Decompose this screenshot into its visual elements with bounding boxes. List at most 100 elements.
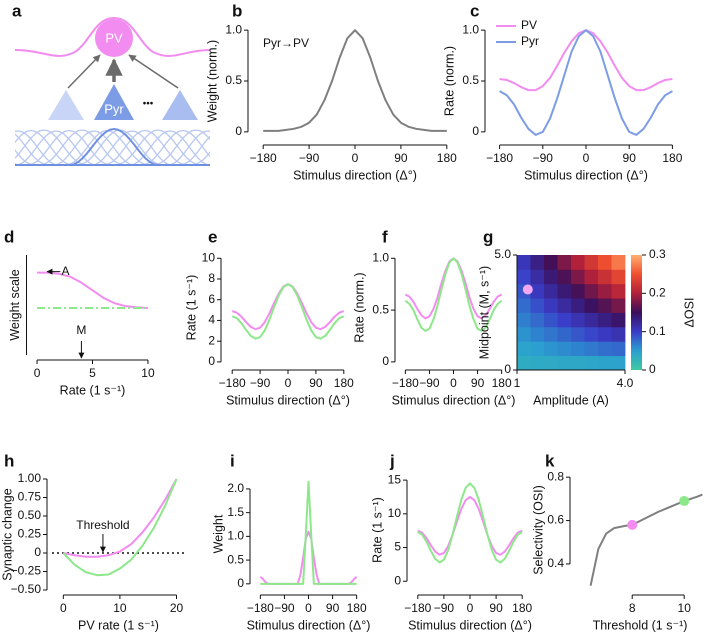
heatmap-cell (584, 298, 599, 313)
panel-letter: j (389, 451, 395, 470)
series-line (417, 495, 523, 556)
y-tick-label: 0 (208, 354, 215, 368)
y-tick-label: 1.0 (462, 22, 479, 36)
heatmap-cell (557, 326, 572, 342)
panel-letter: c (470, 1, 479, 20)
heatmap-cell (530, 255, 545, 270)
x-tick-label: 0 (60, 601, 67, 615)
heatmap-cell (517, 312, 531, 328)
y-tick-label: 1.0 (227, 529, 244, 543)
panel-letter: k (545, 451, 555, 470)
heatmap-cell (530, 283, 545, 299)
y-axis-title: Rate (norm.) (442, 46, 456, 116)
colorbar-tick-label: 0.1 (649, 324, 666, 338)
y-tick-label: 0.5 (225, 73, 242, 87)
heatmap-cell (544, 326, 558, 342)
y-tick-label: 1.5 (227, 505, 244, 519)
x-axis-title: Threshold (1 s⁻¹) (593, 618, 688, 632)
x-axis-title: Stimulus direction (Δ°) (293, 168, 417, 182)
y-tick-label: 0.50 (18, 508, 42, 522)
tuning-curve (15, 133, 47, 165)
y-tick-label: 5 (394, 540, 401, 554)
annotation: Pyr→PV (263, 36, 309, 50)
x-axis-title: Stimulus direction (Δ°) (392, 393, 516, 407)
heatmap-cell (598, 298, 612, 313)
tuning-curve (104, 129, 186, 166)
y-tick-label: 0.5 (462, 73, 479, 87)
x-tick-label: 5 (89, 366, 96, 380)
tuning-curve (117, 129, 199, 165)
y-tick-label: −0.25 (11, 564, 42, 578)
heatmap-cell (557, 255, 572, 270)
colorbar-label: ΔOSI (682, 298, 696, 328)
x-axis-title: PV rate (1 s⁻¹) (78, 618, 159, 632)
pv-cell (95, 19, 133, 57)
tuning-curve (15, 130, 59, 166)
x-tick-label: 90 (489, 601, 503, 615)
y-axis-title: Rate (norm.) (352, 272, 366, 342)
heatmap-cell (598, 255, 612, 270)
x-tick-label: −90 (533, 151, 554, 165)
y-tick-label: 0 (394, 573, 401, 587)
x-axis-title: Stimulus direction (Δ°) (226, 393, 350, 407)
x-axis-title: Amplitude (A) (533, 393, 609, 407)
y-tick-label: 1.00 (18, 471, 42, 485)
tuning-curve (167, 130, 210, 166)
heatmap-cell (584, 312, 599, 328)
heatmap-cell (571, 255, 585, 270)
panel-letter: g (483, 227, 493, 246)
x-tick-label: 1 (514, 376, 521, 390)
y-axis-title: Synaptic change (0, 488, 14, 580)
panel-a-diagram: a PV Pyr ••• (12, 1, 211, 166)
x-tick-label: −90 (274, 601, 295, 615)
tuning-curve (69, 127, 159, 166)
heatmap-cell (611, 269, 626, 285)
heatmap-cell (517, 255, 531, 270)
y-tick-label: 4 (208, 313, 215, 327)
series-line (260, 480, 357, 585)
x-tick-label: 90 (394, 151, 408, 165)
heatmap-cell (611, 255, 626, 270)
y-tick-label: −0.50 (11, 582, 42, 596)
x-tick-label: 180 (437, 151, 457, 165)
heatmap-cell (584, 326, 599, 342)
series-line (404, 257, 503, 332)
x-tick-label: 180 (662, 151, 682, 165)
y-axis-title: Weight (211, 514, 225, 553)
tuning-curve (15, 129, 85, 165)
arrow (128, 54, 179, 89)
panel-letter: a (12, 1, 22, 20)
heatmap-cell (571, 298, 585, 313)
y-tick-label: 0 (235, 124, 242, 138)
y-tick-label: 0 (34, 545, 41, 559)
heatmap-cell (584, 255, 599, 270)
heatmap-cell (598, 355, 612, 371)
x-tick-label: 180 (512, 601, 532, 615)
colorbar-tick-label: 0.3 (649, 247, 666, 261)
y-tick-label: 0 (472, 124, 479, 138)
y-axis-title: Midpoint (M, s⁻¹) (477, 266, 491, 359)
x-tick-label: 10 (678, 601, 692, 615)
x-tick-label: 4.0 (617, 376, 634, 390)
x-tick-label: −90 (419, 376, 440, 390)
y-tick-label: 2 (208, 333, 215, 347)
x-tick-label: −180 (219, 376, 246, 390)
heatmap-cell (584, 283, 599, 299)
heatmap-cell (611, 298, 626, 313)
heatmap-cell (517, 355, 531, 371)
annotation: Threshold (76, 518, 129, 532)
heatmap-cell (557, 341, 572, 357)
heatmap-cell (530, 269, 545, 285)
input-tuning-curves (15, 127, 210, 166)
heatmap-cell (544, 355, 558, 371)
tuning-curve (53, 130, 135, 166)
y-tick-label: 1.0 (225, 22, 242, 36)
y-tick-label: 0.75 (18, 490, 42, 504)
pyr-cell (48, 90, 84, 120)
x-tick-label: 90 (309, 376, 323, 390)
y-tick-label: 0.5 (227, 552, 244, 566)
y-tick-label: 0.8 (547, 469, 564, 483)
heatmap-cell (544, 298, 558, 313)
